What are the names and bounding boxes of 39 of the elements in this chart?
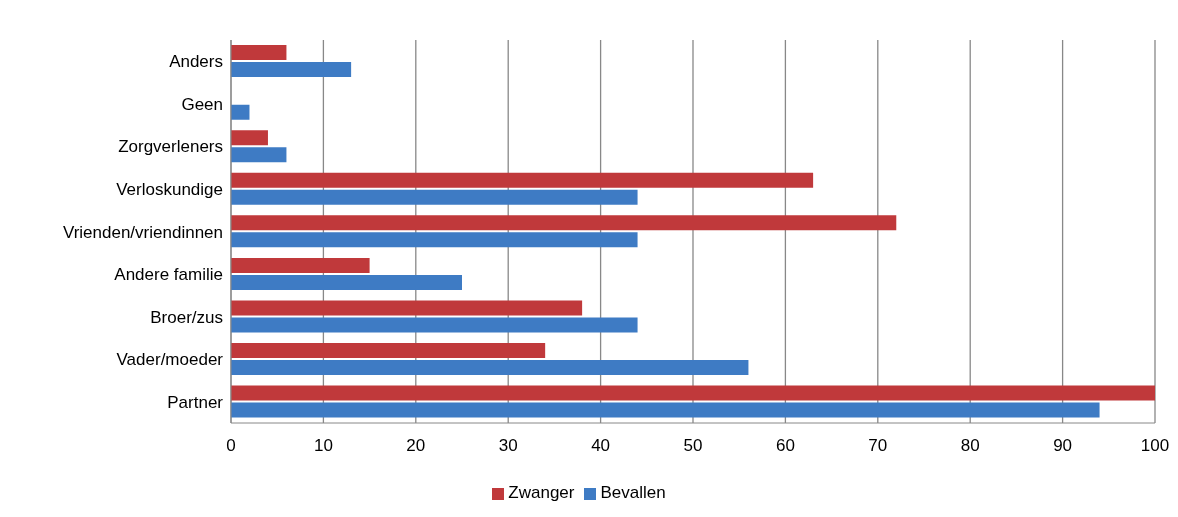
- bar: [231, 257, 370, 273]
- bar: [231, 130, 268, 146]
- y-tick-label: Vader/moeder: [116, 350, 224, 370]
- bar: [231, 317, 638, 333]
- y-tick-label: Vrienden/vriendinnen: [62, 222, 223, 242]
- bar: [231, 172, 814, 188]
- x-tick-label: 40: [591, 436, 611, 456]
- y-tick-label: Broer/zus: [150, 307, 223, 327]
- bar: [231, 232, 638, 248]
- x-tick-label: 30: [498, 436, 518, 456]
- bar: [231, 343, 546, 358]
- bar: [231, 274, 462, 290]
- x-tick-label: 100: [1140, 436, 1170, 456]
- x-tick-label: 0: [226, 436, 236, 456]
- bar: [231, 62, 352, 78]
- y-tick-label: Geen: [181, 94, 223, 114]
- bar: [231, 104, 250, 120]
- y-tick-label: Andere familie: [114, 265, 223, 285]
- bar: [231, 300, 583, 316]
- bar: [231, 189, 638, 205]
- y-tick-label: Zorgverleners: [118, 137, 223, 157]
- y-tick-label: Verloskundige: [116, 179, 223, 199]
- x-tick-label: 20: [406, 436, 426, 456]
- bar: [231, 45, 287, 61]
- x-tick-label: 90: [1053, 436, 1073, 456]
- bar: [231, 147, 287, 163]
- x-tick-label: 80: [960, 436, 980, 456]
- x-tick-label: 10: [313, 436, 333, 456]
- bar: [231, 385, 1155, 401]
- legend-label: Bevallen: [600, 483, 666, 502]
- legend-label: Zwanger: [508, 483, 575, 502]
- y-tick-label: Partner: [167, 392, 224, 412]
- bar: [231, 215, 897, 231]
- x-tick-label: 50: [683, 436, 703, 456]
- x-tick-label: 60: [775, 436, 795, 456]
- bar: [231, 360, 749, 375]
- x-tick-label: 70: [868, 436, 888, 456]
- bar: [231, 402, 1100, 418]
- y-tick-label: Anders: [169, 52, 223, 72]
